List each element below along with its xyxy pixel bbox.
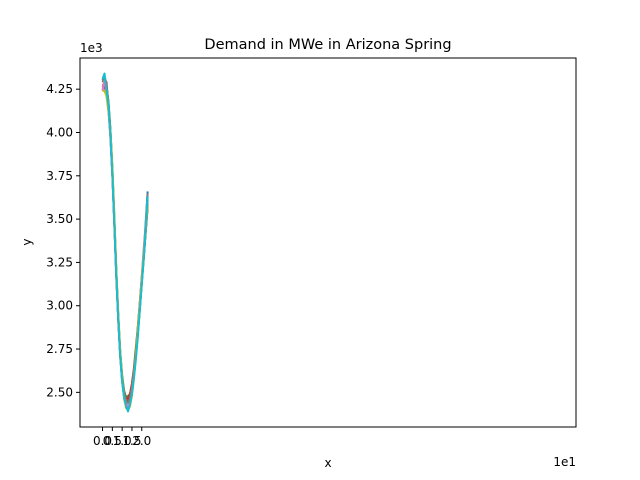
y-tick-label: 2.50 <box>46 385 73 399</box>
x-tick-label: 2.0 <box>132 434 151 448</box>
x-tick-label: 0.0 <box>93 434 112 448</box>
x-tick-label: 1.5 <box>122 434 141 448</box>
x-axis-offset-label: 1e1 <box>553 455 576 469</box>
y-tick-label: 3.75 <box>46 169 73 183</box>
y-axis-offset-label: 1e3 <box>80 41 103 55</box>
x-axis-ticks: 0.00.51.01.52.0 <box>93 427 151 448</box>
x-tick-label: 0.5 <box>103 434 122 448</box>
plot-frame <box>79 57 577 428</box>
y-tick-label: 4.25 <box>46 82 73 96</box>
y-tick-label: 3.00 <box>46 299 73 313</box>
y-axis-ticks: 2.50 2.75 3.00 3.25 3.50 3.75 4.00 4.25 <box>46 82 80 399</box>
y-tick-label: 2.75 <box>46 342 73 356</box>
y-tick-label: 3.25 <box>46 255 73 269</box>
y-tick-label: 3.50 <box>46 212 73 226</box>
chart-title: Demand in MWe in Arizona Spring <box>204 37 451 53</box>
x-axis-label: x <box>324 456 331 470</box>
x-tick-label: 1.0 <box>113 434 132 448</box>
y-tick-label: 4.00 <box>46 125 73 139</box>
series-lines <box>101 72 149 413</box>
y-axis-label: y <box>20 238 34 245</box>
series-line-10 <box>101 72 149 413</box>
